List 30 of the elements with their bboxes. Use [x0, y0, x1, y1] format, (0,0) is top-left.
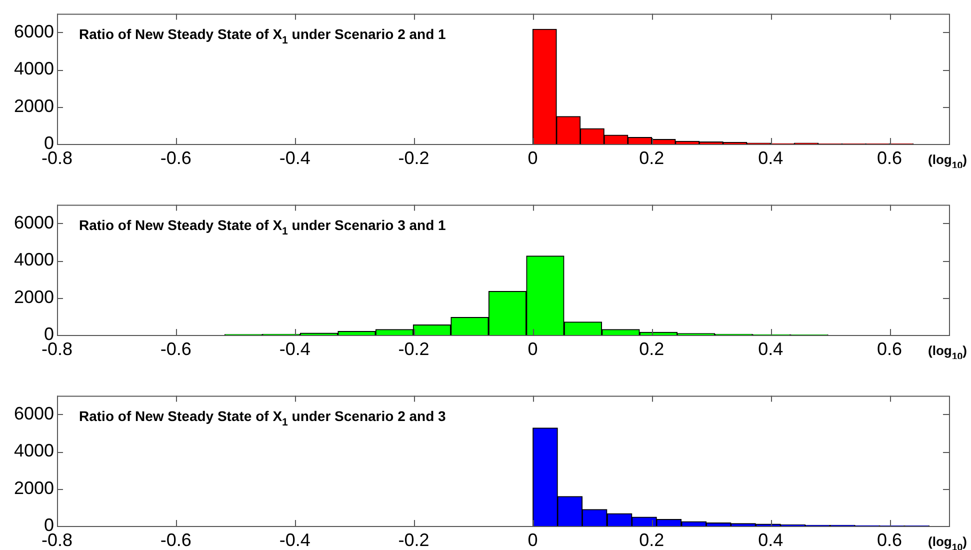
y-tick-label: 6000	[14, 403, 54, 424]
y-tick-label: 2000	[14, 286, 54, 307]
x-tick-label: 0.2	[639, 530, 664, 550]
x-tick-label: 0.2	[639, 338, 664, 359]
x-tick-label: -0.4	[279, 530, 310, 550]
x-tick-label: 0.4	[758, 338, 784, 359]
x-tick-label: -0.6	[160, 530, 192, 550]
y-tick-label: 6000	[14, 212, 54, 232]
x-tick-label: -0.4	[279, 338, 310, 359]
x-tick-label: 0	[528, 148, 538, 168]
x-tick-label: 0.4	[758, 530, 784, 550]
x-tick-label: 0.6	[877, 148, 902, 168]
y-tick-label: 4000	[14, 250, 54, 270]
x-tick-label: -0.2	[398, 338, 430, 359]
y-tick-label: 6000	[14, 21, 54, 42]
y-tick-label: 4000	[14, 440, 54, 461]
x-tick-label: 0.6	[877, 338, 902, 359]
x-tick-label: -0.4	[279, 148, 310, 168]
x-tick-label: -0.6	[160, 148, 192, 168]
y-tick-label: 2000	[14, 478, 54, 498]
y-tick-label: 2000	[14, 96, 54, 116]
x-tick-label: -0.6	[160, 338, 192, 359]
y-tick-label: 4000	[14, 58, 54, 79]
x-tick-label: 0	[528, 530, 538, 550]
x-tick-label: 0.2	[639, 148, 664, 168]
x-tick-label: 0	[528, 338, 538, 359]
x-tick-label: -0.2	[398, 530, 430, 550]
x-tick-label: 0.6	[877, 530, 902, 550]
x-tick-label: 0.4	[758, 148, 784, 168]
x-tick-label: -0.2	[398, 148, 430, 168]
